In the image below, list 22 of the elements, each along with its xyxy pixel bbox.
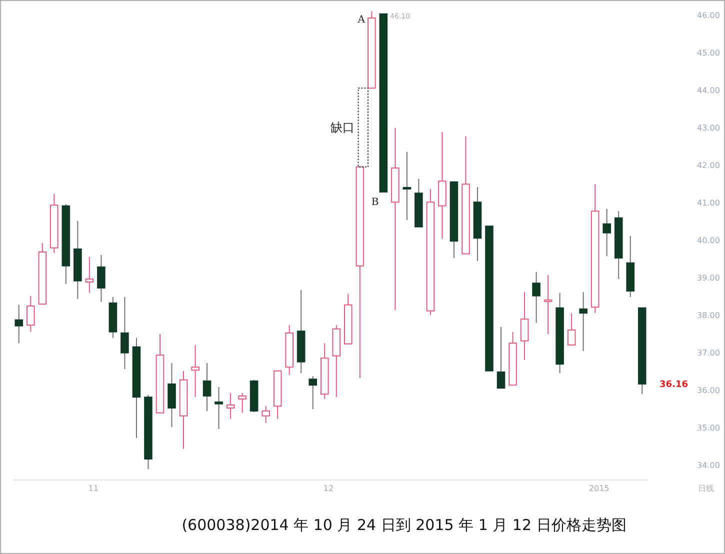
x-tick-label: 11: [88, 484, 99, 493]
x-tick-label: 2015: [588, 484, 610, 493]
y-tick-label: 46.00: [697, 11, 720, 20]
y-tick-label: 34.00: [697, 461, 720, 470]
y-tick-label: 37.00: [697, 348, 720, 358]
y-tick-label: 40.00: [697, 236, 720, 245]
text: (600038)2014 年 10 月 24 日到 2015 年 1 月 12 日价格走势图: [182, 516, 626, 534]
annotation: 缺口: [330, 120, 354, 134]
text: 日线: [698, 484, 714, 493]
text: 36.16: [660, 380, 688, 390]
y-tick-label: 42.00: [697, 161, 720, 170]
y-tick-label: 44.00: [697, 86, 720, 95]
y-tick-label: 38.00: [697, 311, 720, 320]
y-tick-label: 35.00: [697, 424, 720, 432]
x-tick-label: 12: [324, 484, 334, 493]
y-tick-label: 41.00: [697, 198, 720, 208]
y-tick-label: 36.00: [697, 386, 720, 395]
annotation: B: [371, 197, 379, 208]
annotation: A: [356, 14, 366, 26]
y-tick-label: 45.00: [697, 48, 720, 58]
y-tick-label: 39.00: [697, 274, 720, 282]
y-tick-label: 43.00: [697, 124, 720, 132]
